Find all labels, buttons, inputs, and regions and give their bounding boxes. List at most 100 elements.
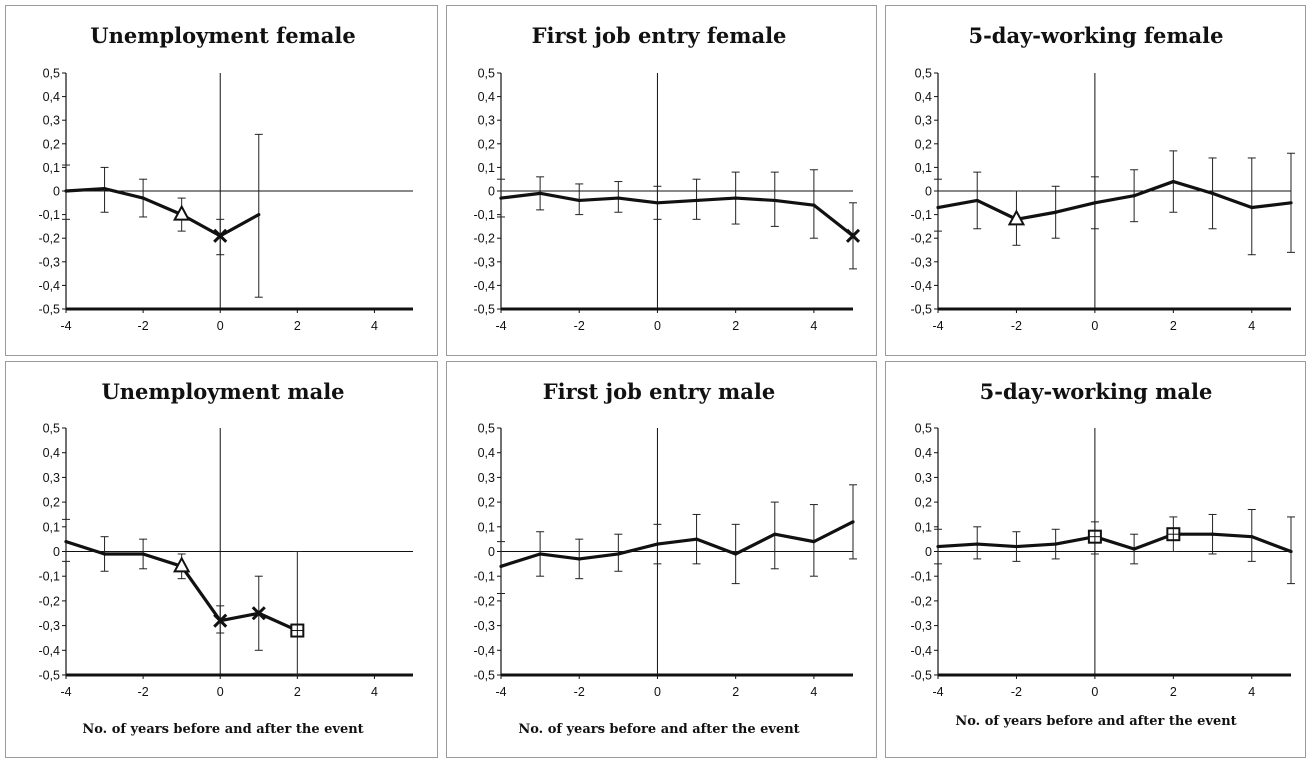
x-tick-label: 2 [294, 685, 301, 699]
series-line [65, 187, 260, 238]
y-tick-label: 0,2 [915, 137, 932, 151]
data-point-square [1166, 527, 1181, 542]
data-point [64, 540, 68, 544]
marker-stroke [251, 606, 266, 621]
data-point-x [251, 606, 266, 621]
chart-first-job-entry-male: First job entry male 0,5 0,4 0,3 0,2 0,1 0 -0,1… [473, 379, 857, 737]
y-tick-label: -0,5 [473, 669, 495, 683]
y-tick-label: -0,5 [910, 669, 932, 683]
y-tick-label: 0,1 [915, 520, 932, 534]
x-axis-label: No. of years before and after the event [955, 714, 1236, 729]
data-point [1250, 535, 1254, 539]
data-point [812, 203, 816, 207]
y-tick-label: -0,2 [910, 232, 932, 246]
y-tick-label: 0,2 [478, 137, 495, 151]
y-tick-label: 0 [488, 185, 495, 199]
y-tick-label: -0,5 [910, 303, 932, 317]
chart-title: 5-day-working male [980, 379, 1213, 404]
y-tick-label: -0,1 [473, 570, 495, 584]
y-tick-label: -0,3 [473, 619, 495, 633]
y-tick-label: 0,4 [43, 446, 60, 460]
y-tick-label: -0,1 [910, 570, 932, 584]
x-tick-label: 4 [1248, 685, 1255, 699]
y-tick-label: 0,5 [915, 422, 932, 436]
data-point [1132, 547, 1136, 551]
data-point [1289, 549, 1293, 554]
x-tick-label: -4 [932, 685, 943, 699]
data-point [773, 198, 777, 203]
x-tick-label: -2 [1011, 319, 1022, 333]
y-tick-label: -0,5 [38, 303, 60, 317]
data-point [773, 532, 777, 536]
x-tick-label: 2 [1170, 685, 1177, 699]
data-point [577, 198, 581, 203]
x-tick-label: -2 [1011, 685, 1022, 699]
y-tick-label: 0,5 [43, 67, 60, 81]
data-point [936, 544, 940, 549]
x-tick-label: 4 [810, 685, 817, 699]
data-point [499, 564, 503, 568]
y-tick-label: 0,4 [478, 446, 495, 460]
data-point [694, 198, 699, 203]
x-tick-label: -4 [495, 685, 506, 699]
y-tick-label: -0,3 [473, 255, 495, 269]
y-tick-label: -0,3 [38, 619, 60, 633]
y-tick-label: -0,4 [38, 279, 60, 293]
x-tick-label: 4 [371, 319, 378, 333]
chart-unemployment-female: Unemployment female 0,5 0,4 0,3 0,2 0,1 0 -0,1 -… [38, 23, 413, 333]
data-point-x [845, 228, 861, 243]
x-tick-label: 4 [371, 685, 378, 699]
error-bar [293, 551, 302, 676]
y-tick-label: 0,4 [915, 90, 932, 104]
x-tick-label: -4 [932, 319, 943, 333]
chart-5-day-working-female: 5-day-working female 0,5 0,4 0,3 0,2 0,1 0 -0,1… [910, 23, 1295, 333]
x-axis-label: No. of years before and after the event [82, 722, 363, 737]
panel-first-job-entry-male: First job entry male 0,5 0,4 0,3 0,2 0,1 0 -0,1… [446, 361, 877, 758]
y-tick-label: 0,5 [915, 67, 932, 81]
chart-title: First job entry male [543, 379, 775, 404]
y-tick-label: -0,3 [910, 255, 932, 269]
x-tick-label: -2 [138, 685, 149, 699]
y-tick-label: -0,3 [38, 255, 60, 269]
y-tick-label: -0,2 [910, 594, 932, 608]
y-tick-label: 0,1 [478, 161, 495, 175]
error-bar [934, 178, 942, 232]
panel-first-job-entry-female: First job entry female 0,5 0,4 0,3 0,2 0,1 0 -0… [446, 5, 877, 356]
y-tick-label: 0 [488, 545, 495, 559]
x-tick-label: 0 [1091, 685, 1098, 699]
y-tick-label: -0,1 [38, 570, 60, 584]
panel-unemployment-male: Unemployment male 0,5 0,4 0,3 0,2 0,1 0 -0,1 -0,… [5, 361, 438, 758]
y-tick-label: 0,4 [43, 90, 60, 104]
data-point-triangle [172, 204, 191, 221]
data-point [975, 542, 979, 546]
data-point [1289, 201, 1293, 205]
data-point [936, 205, 940, 210]
x-tick-label: -4 [60, 319, 71, 333]
y-tick-label: 0 [53, 185, 60, 199]
data-point-triangle [1007, 209, 1026, 226]
panel-unemployment-female: Unemployment female 0,5 0,4 0,3 0,2 0,1 0 -0,1 -… [5, 5, 438, 356]
y-tick-label: 0 [925, 545, 932, 559]
y-tick-label: -0,2 [473, 594, 495, 608]
y-tick-label: 0,3 [43, 471, 60, 485]
data-point [1014, 544, 1019, 549]
data-point [1132, 194, 1136, 198]
x-tick-label: 0 [654, 319, 661, 333]
x-tick-label: 4 [810, 319, 817, 333]
y-tick-label: -0,2 [38, 594, 60, 608]
x-tick-label: 0 [1091, 319, 1098, 333]
y-tick-label: 0,3 [478, 471, 495, 485]
x-tick-label: -4 [60, 685, 71, 699]
data-point [102, 187, 107, 191]
data-point [102, 552, 107, 556]
data-point [812, 540, 816, 544]
series-line [500, 520, 854, 568]
data-point [734, 552, 738, 556]
data-point [655, 201, 660, 205]
y-tick-label: -0,4 [473, 644, 495, 658]
y-tick-label: 0,4 [478, 90, 495, 104]
data-point [694, 537, 699, 541]
x-tick-label: 4 [1248, 319, 1255, 333]
x-tick-label: 2 [294, 319, 301, 333]
series-line [937, 179, 1292, 221]
